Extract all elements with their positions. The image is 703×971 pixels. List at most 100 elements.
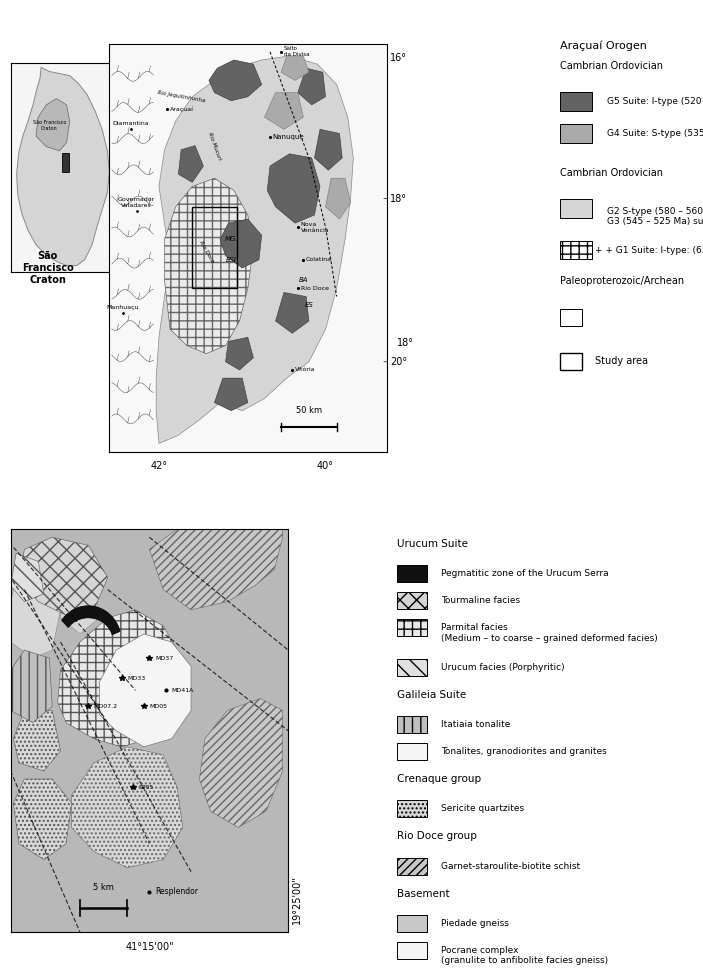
Bar: [397, 565, 427, 583]
Polygon shape: [200, 698, 283, 827]
Text: Galileia Suite: Galileia Suite: [397, 690, 467, 700]
Bar: [397, 800, 427, 818]
Text: 19°25'00": 19°25'00": [292, 876, 302, 924]
Text: Rio Mucuri: Rio Mucuri: [207, 131, 221, 160]
Text: Colatina: Colatina: [306, 257, 332, 262]
Text: São
Francisco
Craton: São Francisco Craton: [22, 251, 74, 285]
Text: Nanuque: Nanuque: [273, 135, 304, 141]
Text: Araçuaí: Araçuaí: [170, 106, 194, 112]
Text: Araçuaí Orogen: Araçuaí Orogen: [560, 40, 647, 50]
Text: Pocrane complex
(granulite to anfibolite facies gneiss): Pocrane complex (granulite to anfibolite…: [441, 946, 609, 965]
Text: Study area: Study area: [595, 355, 648, 366]
Polygon shape: [11, 553, 44, 602]
Text: MD07.2: MD07.2: [94, 704, 118, 709]
Polygon shape: [11, 651, 52, 722]
Polygon shape: [281, 56, 309, 81]
Text: Diamantina: Diamantina: [113, 121, 150, 126]
Text: Sericite quartzites: Sericite quartzites: [441, 804, 524, 814]
Text: MD05: MD05: [149, 704, 167, 709]
Text: MD33: MD33: [127, 676, 146, 681]
Polygon shape: [267, 153, 320, 223]
Polygon shape: [156, 56, 354, 444]
Polygon shape: [60, 578, 99, 634]
Polygon shape: [17, 67, 110, 266]
Text: São Francisco
Craton: São Francisco Craton: [32, 120, 66, 131]
Text: Tourmaline facies: Tourmaline facies: [441, 596, 521, 606]
Bar: [397, 857, 427, 875]
Text: 50 km: 50 km: [296, 406, 322, 415]
Text: 5 km: 5 km: [93, 883, 114, 891]
Bar: [62, 152, 69, 172]
Text: Parmital facies
(Medium – to coarse – grained deformed facies): Parmital facies (Medium – to coarse – gr…: [441, 623, 658, 643]
Polygon shape: [165, 179, 253, 353]
Text: 42°: 42°: [150, 461, 167, 471]
Text: MD37: MD37: [155, 655, 173, 660]
Bar: [397, 915, 427, 932]
Text: Itatiaia tonalite: Itatiaia tonalite: [441, 720, 511, 729]
Text: MD41A: MD41A: [172, 687, 194, 693]
Bar: [193, 207, 237, 288]
Polygon shape: [36, 99, 70, 151]
Bar: [560, 123, 592, 143]
Text: Rio Doce: Rio Doce: [198, 240, 214, 263]
Bar: [397, 619, 427, 636]
Polygon shape: [276, 292, 309, 333]
Text: Rio Jequitinhonha: Rio Jequitinhonha: [157, 90, 205, 103]
Bar: [560, 353, 582, 370]
Text: 18°: 18°: [397, 338, 414, 348]
Text: Paleoproterozoic/Archean: Paleoproterozoic/Archean: [560, 276, 684, 286]
Polygon shape: [226, 337, 253, 370]
Text: Nova
Venância: Nova Venância: [301, 221, 329, 233]
Polygon shape: [214, 378, 248, 411]
Polygon shape: [62, 606, 120, 635]
Text: Resplendor: Resplendor: [155, 887, 198, 896]
Bar: [560, 199, 592, 218]
Bar: [397, 743, 427, 760]
Text: ESI: ESI: [226, 257, 237, 263]
Polygon shape: [99, 634, 191, 747]
Text: + + G1 Suite: I-type: (630 – 585 Ma): + + G1 Suite: I-type: (630 – 585 Ma): [595, 246, 703, 254]
Text: Cambrian Ordovician: Cambrian Ordovician: [560, 168, 663, 178]
Text: Urucum Suite: Urucum Suite: [397, 539, 468, 550]
Polygon shape: [58, 610, 183, 747]
Polygon shape: [11, 578, 60, 658]
Text: 20°: 20°: [390, 356, 407, 367]
Polygon shape: [149, 529, 283, 610]
Text: Governador
Valadares: Governador Valadares: [118, 197, 155, 208]
Polygon shape: [314, 129, 342, 170]
Text: 40°: 40°: [317, 461, 334, 471]
Text: 16°: 16°: [390, 53, 407, 63]
Text: G2 S-type (580 – 560 Ma) and
G3 (545 – 525 Ma) suites: G2 S-type (580 – 560 Ma) and G3 (545 – 5…: [607, 207, 703, 226]
Polygon shape: [264, 92, 304, 129]
Text: Rio Doce: Rio Doce: [301, 285, 328, 291]
Text: Vitória: Vitória: [295, 367, 316, 373]
Bar: [560, 241, 592, 259]
Bar: [397, 717, 427, 733]
Text: BA: BA: [299, 278, 308, 284]
Text: Piedade gneiss: Piedade gneiss: [441, 919, 510, 928]
Text: Garnet-staroulite-biotite schist: Garnet-staroulite-biotite schist: [441, 861, 581, 871]
Bar: [397, 592, 427, 610]
Bar: [560, 310, 582, 326]
Text: Cambrian Ordovician: Cambrian Ordovician: [560, 61, 663, 71]
Text: Pegmatitic zone of the Urucum Serra: Pegmatitic zone of the Urucum Serra: [441, 569, 609, 579]
Polygon shape: [179, 146, 203, 183]
Polygon shape: [13, 711, 60, 771]
Text: Salto
da Divisa: Salto da Divisa: [284, 47, 309, 57]
Bar: [397, 942, 427, 958]
Text: Manhuaçu: Manhuaçu: [107, 305, 139, 310]
Polygon shape: [13, 779, 72, 859]
Text: Rio Doce group: Rio Doce group: [397, 831, 477, 842]
Polygon shape: [19, 537, 108, 618]
Text: Urucum facies (Porphyritic): Urucum facies (Porphyritic): [441, 663, 565, 672]
Polygon shape: [72, 747, 183, 868]
Text: 41°15'00": 41°15'00": [125, 942, 174, 952]
Text: 18°: 18°: [390, 193, 407, 204]
Text: Basement: Basement: [397, 888, 450, 898]
Bar: [560, 92, 592, 112]
Text: G4 Suite: S-type (535 – 500 Ma): G4 Suite: S-type (535 – 500 Ma): [607, 128, 703, 138]
Text: Tonalites, granodiorites and granites: Tonalites, granodiorites and granites: [441, 747, 607, 756]
Bar: [397, 659, 427, 676]
Text: G5 Suite: I-type (520 – 490 Ma): G5 Suite: I-type (520 – 490 Ma): [607, 97, 703, 107]
Text: Crenaque group: Crenaque group: [397, 774, 482, 785]
